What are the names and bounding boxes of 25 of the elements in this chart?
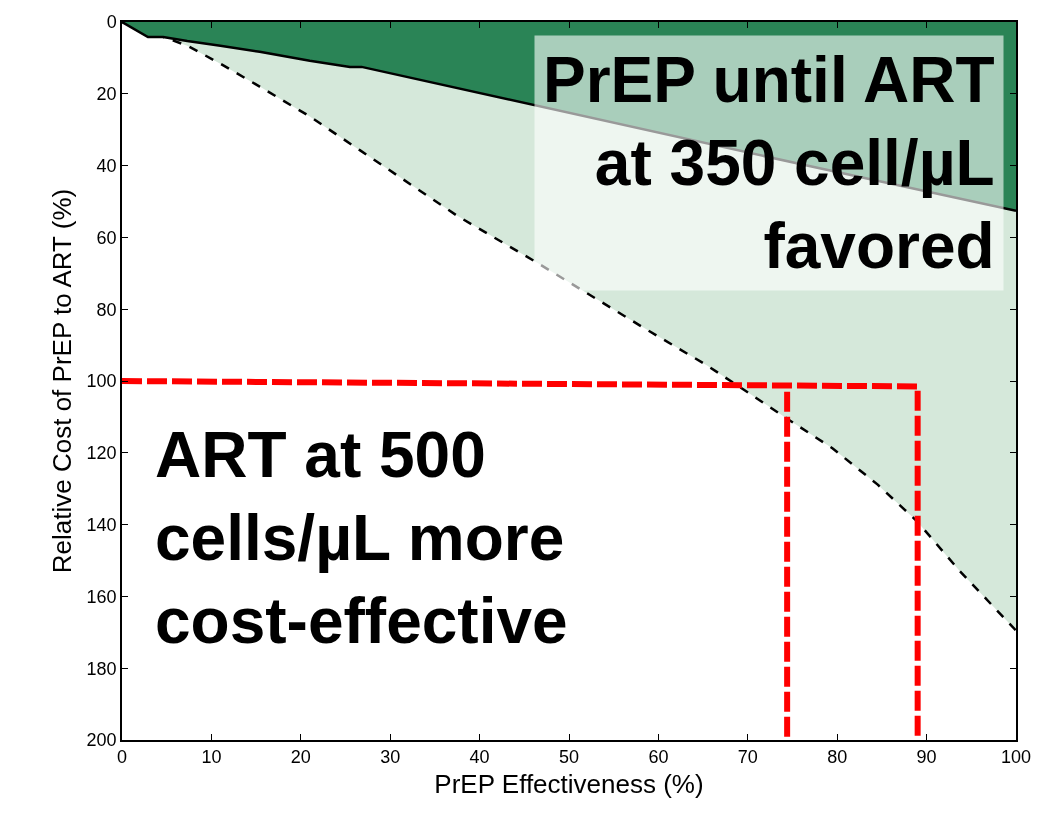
- x-tick-label: 80: [827, 747, 848, 768]
- x-tick-label: 10: [201, 747, 222, 768]
- y-tick-label: 100: [86, 371, 117, 392]
- annotation: PrEP until ART at 350 cell/µL favored: [543, 44, 995, 283]
- x-tick-label: 40: [469, 747, 490, 768]
- y-tick-label: 20: [96, 84, 117, 105]
- y-tick-label: 140: [86, 514, 117, 535]
- y-tick-label: 0: [106, 12, 117, 33]
- y-axis-title: Relative Cost of PrEP to ART (%): [46, 188, 77, 574]
- y-tick-label: 200: [86, 730, 117, 751]
- annotation: ART at 500 cells/µL more cost-effective: [155, 419, 568, 658]
- x-tick-label: 30: [380, 747, 401, 768]
- y-tick-label: 60: [96, 227, 117, 248]
- x-axis-title: PrEP Effectiveness (%): [434, 768, 704, 799]
- x-tick-label: 100: [1000, 747, 1032, 768]
- y-tick-label: 120: [86, 443, 117, 464]
- x-tick-label: 90: [916, 747, 937, 768]
- y-tick-label: 80: [96, 299, 117, 320]
- x-tick-label: 70: [737, 747, 758, 768]
- y-tick-label: 40: [96, 155, 117, 176]
- y-tick-label: 180: [86, 658, 117, 679]
- x-tick-label: 20: [290, 747, 311, 768]
- x-tick-label: 50: [558, 747, 580, 768]
- y-tick-label: 160: [86, 586, 117, 607]
- x-tick-label: 60: [648, 747, 669, 768]
